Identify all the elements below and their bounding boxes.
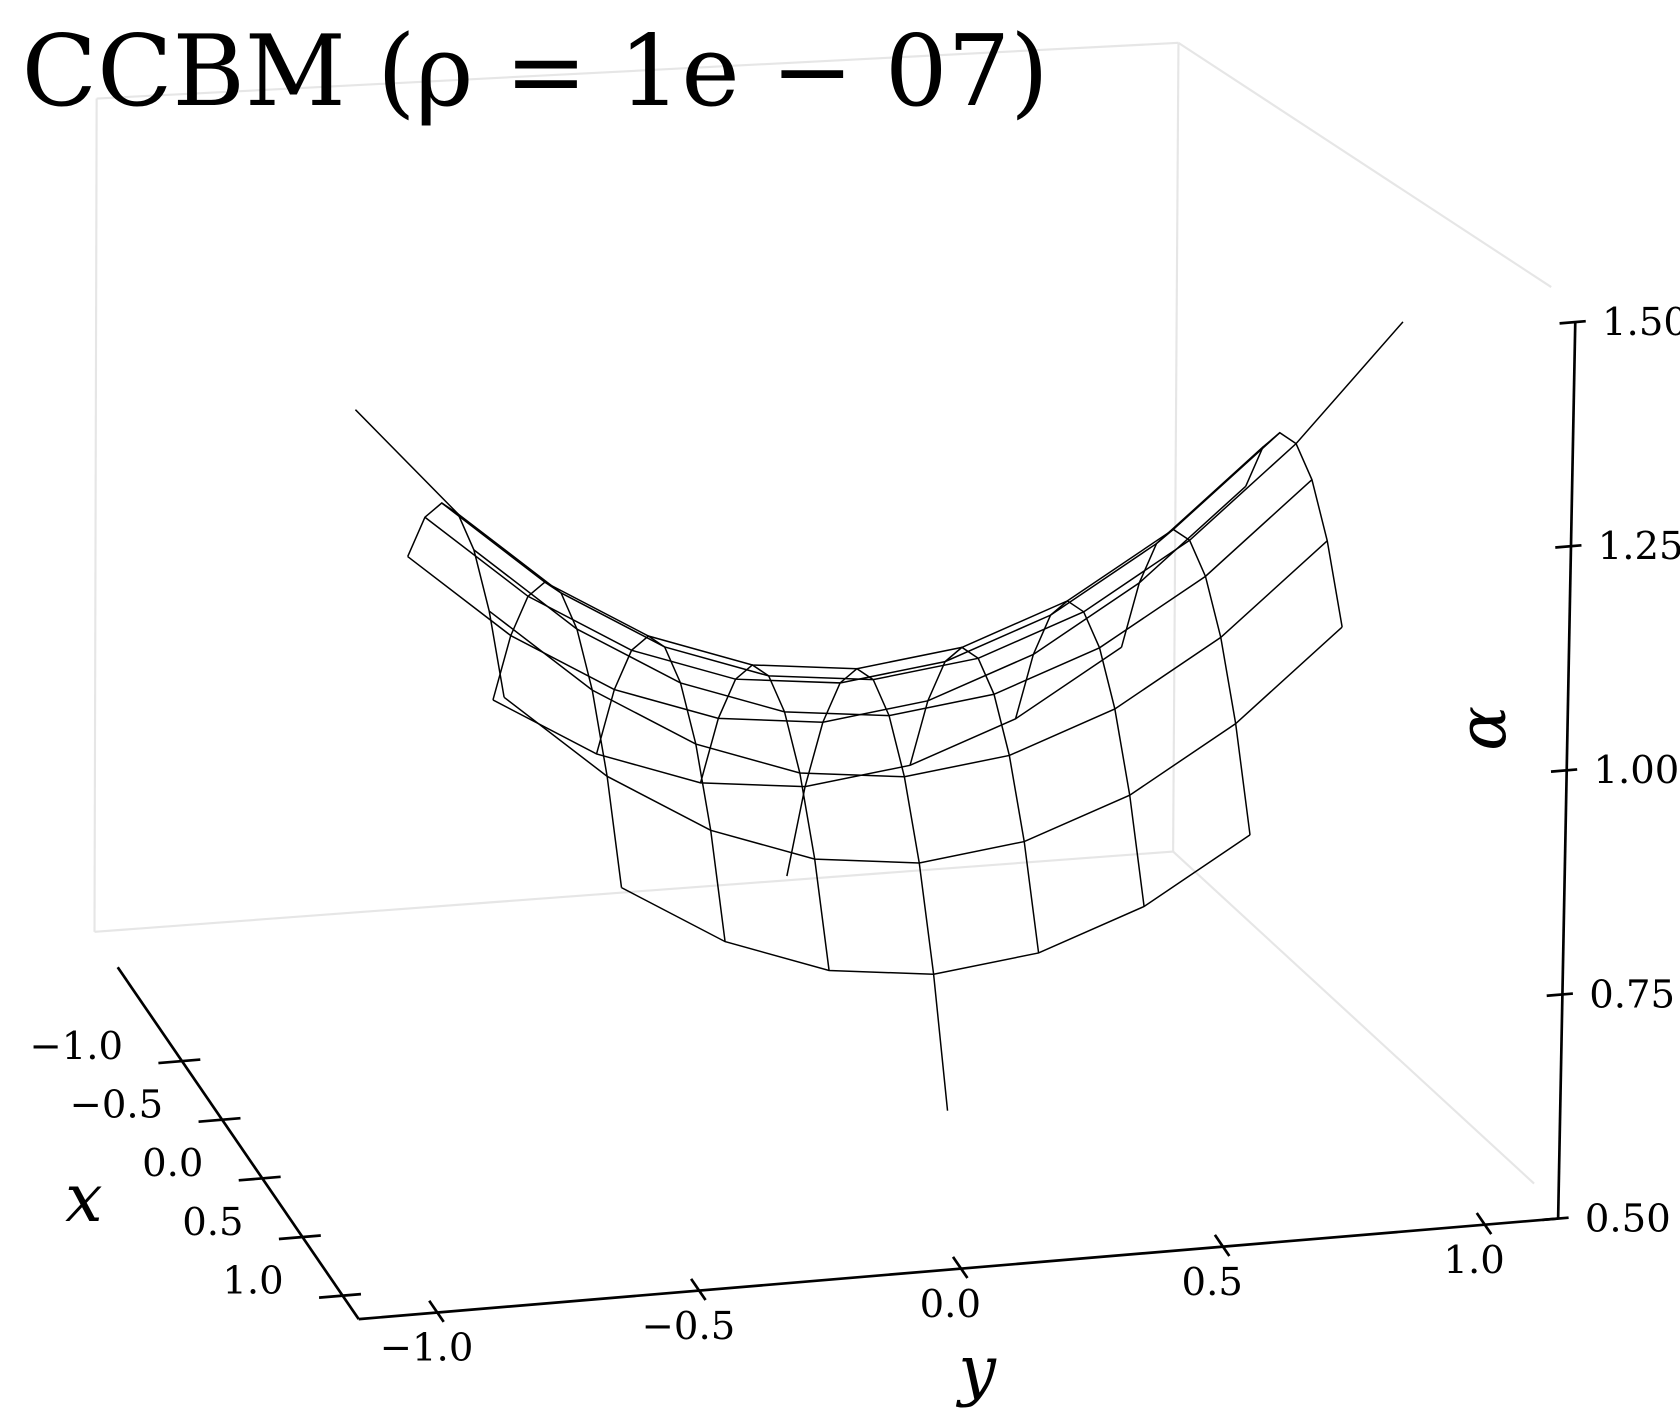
x-tick	[278, 1234, 321, 1241]
mesh-line	[407, 485, 1247, 723]
x-tick-label: 0.5	[182, 1200, 243, 1245]
y-tick	[1475, 1212, 1493, 1235]
mesh-line	[595, 635, 726, 942]
x-tick-label: 0.0	[142, 1141, 203, 1186]
x-tick	[198, 1116, 241, 1124]
pane-edge	[94, 850, 1174, 933]
z-tick-label: 0.75	[1589, 972, 1675, 1017]
y-tick	[428, 1300, 445, 1323]
y-tick-label: 0.0	[920, 1282, 981, 1327]
mesh-line	[1014, 599, 1145, 907]
y-tick	[1213, 1234, 1231, 1257]
panes	[93, 41, 1552, 1185]
y-tick-label: 1.0	[1443, 1238, 1504, 1283]
mesh-line	[492, 581, 623, 888]
z-tick-label: 1.25	[1598, 524, 1680, 569]
mesh-line	[503, 626, 1343, 864]
pane-edge	[1172, 42, 1180, 852]
pane-edge	[1172, 850, 1535, 1185]
x-tick	[318, 1292, 362, 1299]
mesh-line	[1245, 431, 1343, 628]
x-tick-label: −1.0	[29, 1024, 123, 1069]
z-axis-label: α	[1443, 706, 1521, 751]
mesh-line	[407, 502, 505, 698]
y-tick	[690, 1278, 707, 1301]
x-tick-label: −0.5	[70, 1083, 164, 1128]
z-tick	[1546, 992, 1574, 998]
pane-edge	[93, 98, 98, 932]
y-axis-line	[358, 1217, 1559, 1321]
y-tick-label: −1.0	[380, 1326, 474, 1371]
z-tick	[1542, 1216, 1569, 1222]
mesh-line	[699, 664, 830, 971]
z-tick	[1555, 543, 1582, 549]
x-axis-label: x	[65, 1159, 102, 1237]
mesh-line	[621, 834, 1251, 976]
x-tick-label: 1.0	[222, 1259, 283, 1304]
chart-title: CCBM (ρ = 1e − 07)	[22, 15, 1049, 129]
z-tick-label: 1.50	[1602, 300, 1680, 345]
z-tick-label: 1.00	[1593, 748, 1679, 793]
mesh-line	[786, 667, 949, 1111]
pane-edge	[96, 41, 1179, 100]
x-axis-line	[116, 966, 360, 1320]
z-tick-label: 0.50	[1585, 1196, 1671, 1241]
x-tick	[158, 1058, 201, 1065]
y-tick	[951, 1256, 969, 1279]
y-axis-label: y	[955, 1330, 997, 1408]
mesh-line	[1120, 528, 1251, 836]
mesh-line	[424, 446, 1264, 684]
mesh-line	[473, 479, 1313, 717]
mesh-line	[354, 321, 1404, 681]
pane-edge	[1177, 41, 1552, 288]
x-tick	[238, 1175, 281, 1182]
z-tick	[1550, 768, 1578, 773]
y-tick-label: 0.5	[1182, 1260, 1243, 1305]
z-tick	[1559, 319, 1586, 325]
y-tick-label: −0.5	[642, 1304, 736, 1349]
mesh-line	[909, 646, 1040, 954]
